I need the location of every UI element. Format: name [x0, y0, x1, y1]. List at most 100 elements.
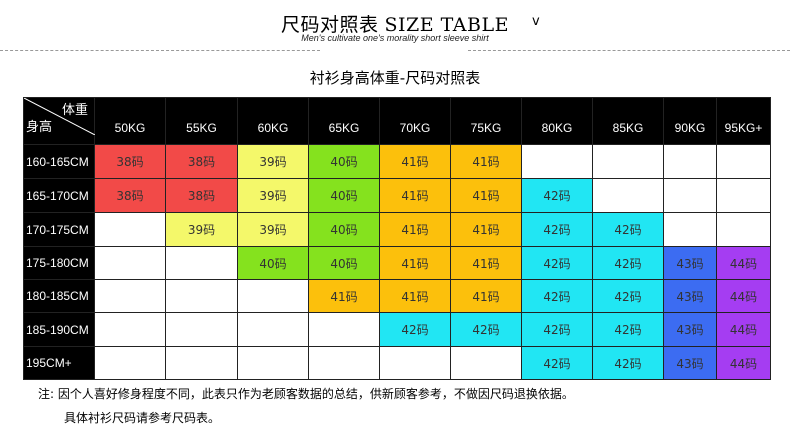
size-cell: 42码: [592, 346, 664, 380]
weight-header: 85KG: [592, 97, 664, 145]
size-cell: 42码: [521, 312, 593, 347]
size-cell: 41码: [450, 178, 522, 213]
table-corner: 体重 身高: [23, 97, 95, 145]
page-title: 尺码对照表 SIZE TABLE: [0, 10, 790, 37]
size-cell: 42码: [450, 312, 522, 347]
size-cell: [592, 178, 664, 213]
size-cell: 44码: [716, 312, 771, 347]
header-divider-left: [0, 50, 320, 51]
size-cell: 38码: [165, 178, 238, 213]
size-cell: 42码: [379, 312, 451, 347]
table-row: 160-165CM 38码 38码 39码 40码 41码 41码: [23, 144, 771, 179]
size-cell: [663, 178, 717, 213]
size-cell: 41码: [450, 144, 522, 179]
height-label: 165-170CM: [23, 178, 95, 213]
table-row: 175-180CM 40码 40码 41码 41码 42码 42码 43码 44码: [23, 246, 771, 280]
size-cell: 42码: [521, 246, 593, 280]
size-cell: 44码: [716, 346, 771, 380]
header-divider-right: [468, 50, 790, 51]
size-cell: 40码: [308, 212, 380, 247]
size-cell: 44码: [716, 246, 771, 280]
size-cell: 41码: [450, 246, 522, 280]
weight-header: 55KG: [165, 97, 238, 145]
chevron-down-icon[interactable]: v: [532, 14, 540, 29]
corner-diagonal: [24, 98, 95, 135]
weight-header: 95KG+: [716, 97, 771, 145]
size-cell: [165, 246, 238, 280]
size-cell: 40码: [308, 144, 380, 179]
size-cell: 38码: [165, 144, 238, 179]
size-cell: 38码: [94, 144, 166, 179]
size-cell: 43码: [663, 246, 717, 280]
weight-header: 50KG: [94, 97, 166, 145]
size-cell: [94, 346, 166, 380]
size-table-body: 160-165CM 38码 38码 39码 40码 41码 41码 165-170CM 38码 3…: [23, 144, 771, 380]
height-label: 180-185CM: [23, 279, 95, 313]
table-row: 185-190CM 42码 42码 42码 42码 43码 44码: [23, 312, 771, 347]
size-cell: 39码: [237, 144, 309, 179]
size-cell: 43码: [663, 279, 717, 313]
size-cell: 42码: [592, 312, 664, 347]
size-cell: 41码: [379, 246, 451, 280]
weight-header: 65KG: [308, 97, 380, 145]
title-english: SIZE TABLE: [384, 14, 509, 36]
size-table: 体重 身高 50KG 55KG 60KG 65KG 70KG 75KG 80KG…: [23, 97, 771, 380]
size-cell: [237, 312, 309, 347]
weight-header: 90KG: [663, 97, 717, 145]
corner-height-label: 身高: [26, 120, 53, 135]
weight-header: 80KG: [521, 97, 593, 145]
size-cell: 39码: [237, 178, 309, 213]
corner-weight-label: 体重: [61, 103, 88, 118]
table-row: 180-185CM 41码 41码 41码 42码 42码 43码 44码: [23, 279, 771, 313]
size-cell: [716, 178, 771, 213]
size-cell: 40码: [308, 246, 380, 280]
height-label: 170-175CM: [23, 212, 95, 247]
size-cell: 40码: [308, 178, 380, 213]
size-cell: [521, 144, 593, 179]
size-cell: 43码: [663, 346, 717, 380]
size-cell: 40码: [237, 246, 309, 280]
table-row: 165-170CM 38码 38码 39码 40码 41码 41码 42码: [23, 178, 771, 213]
size-cell: 41码: [450, 279, 522, 313]
size-cell: 42码: [521, 279, 593, 313]
size-cell: 42码: [592, 212, 664, 247]
weight-header: 70KG: [379, 97, 451, 145]
size-cell: [379, 346, 451, 380]
size-cell: 41码: [379, 178, 451, 213]
size-cell: [308, 312, 380, 347]
size-cell: [94, 312, 166, 347]
size-cell: 41码: [308, 279, 380, 313]
size-cell: [237, 279, 309, 313]
table-row: 195CM+ 42码 42码 43码 44码: [23, 346, 771, 380]
size-cell: 42码: [592, 246, 664, 280]
height-label: 160-165CM: [23, 144, 95, 179]
size-cell: [450, 346, 522, 380]
size-cell: 42码: [592, 279, 664, 313]
height-label: 175-180CM: [23, 246, 95, 280]
size-cell: [716, 212, 771, 247]
size-cell: [663, 212, 717, 247]
size-cell: 42码: [521, 346, 593, 380]
size-cell: 38码: [94, 178, 166, 213]
size-cell: 41码: [379, 279, 451, 313]
title-chinese: 尺码对照表: [281, 14, 379, 36]
size-cell: 42码: [521, 178, 593, 213]
size-cell: [308, 346, 380, 380]
height-label: 195CM+: [23, 346, 95, 380]
size-cell: [663, 144, 717, 179]
weight-header-row: 体重 身高 50KG 55KG 60KG 65KG 70KG 75KG 80KG…: [23, 97, 771, 145]
size-cell: [165, 346, 238, 380]
size-cell: [94, 246, 166, 280]
size-cell: 41码: [379, 212, 451, 247]
height-label: 185-190CM: [23, 312, 95, 347]
size-cell: 41码: [450, 212, 522, 247]
table-row: 170-175CM 39码 39码 40码 41码 41码 42码 42码: [23, 212, 771, 247]
size-cell: 39码: [165, 212, 238, 247]
weight-header: 60KG: [237, 97, 309, 145]
size-cell: 43码: [663, 312, 717, 347]
size-cell: [237, 346, 309, 380]
size-cell: [94, 212, 166, 247]
size-cell: [716, 144, 771, 179]
note-line-1: 注: 因个人喜好修身程度不同，此表只作为老顾客数据的总结，供新顾客参考，不做因尺…: [38, 387, 574, 401]
weight-header: 75KG: [450, 97, 522, 145]
